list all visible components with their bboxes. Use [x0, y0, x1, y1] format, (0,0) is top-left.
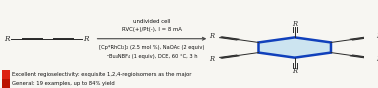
Text: R: R [209, 55, 214, 63]
Text: R: R [83, 35, 88, 43]
Text: R: R [292, 20, 297, 28]
Text: R: R [209, 32, 214, 40]
Text: [Cp*RhCl₂]₂ (2.5 mol %), NaOAc (2 equiv): [Cp*RhCl₂]₂ (2.5 mol %), NaOAc (2 equiv) [99, 45, 204, 50]
Text: R: R [376, 32, 378, 40]
Text: undivided cell: undivided cell [133, 19, 170, 24]
Text: General: 19 examples, up to 84% yield: General: 19 examples, up to 84% yield [12, 81, 115, 86]
Bar [2, 70, 10, 79]
Text: R: R [376, 55, 378, 63]
Polygon shape [259, 37, 331, 58]
Text: Excellent regioselectivity: exquisite 1,2,4-regioisomers as the major: Excellent regioselectivity: exquisite 1,… [12, 72, 192, 77]
Text: ⁿBu₄NBF₄ (1 equiv), DCE, 60 °C, 3 h: ⁿBu₄NBF₄ (1 equiv), DCE, 60 °C, 3 h [107, 54, 197, 59]
Bar [2, 79, 10, 88]
Text: R: R [4, 35, 9, 43]
Text: RVC(+)/Pt(-), I = 8 mA: RVC(+)/Pt(-), I = 8 mA [122, 27, 182, 32]
Text: R: R [292, 67, 297, 75]
